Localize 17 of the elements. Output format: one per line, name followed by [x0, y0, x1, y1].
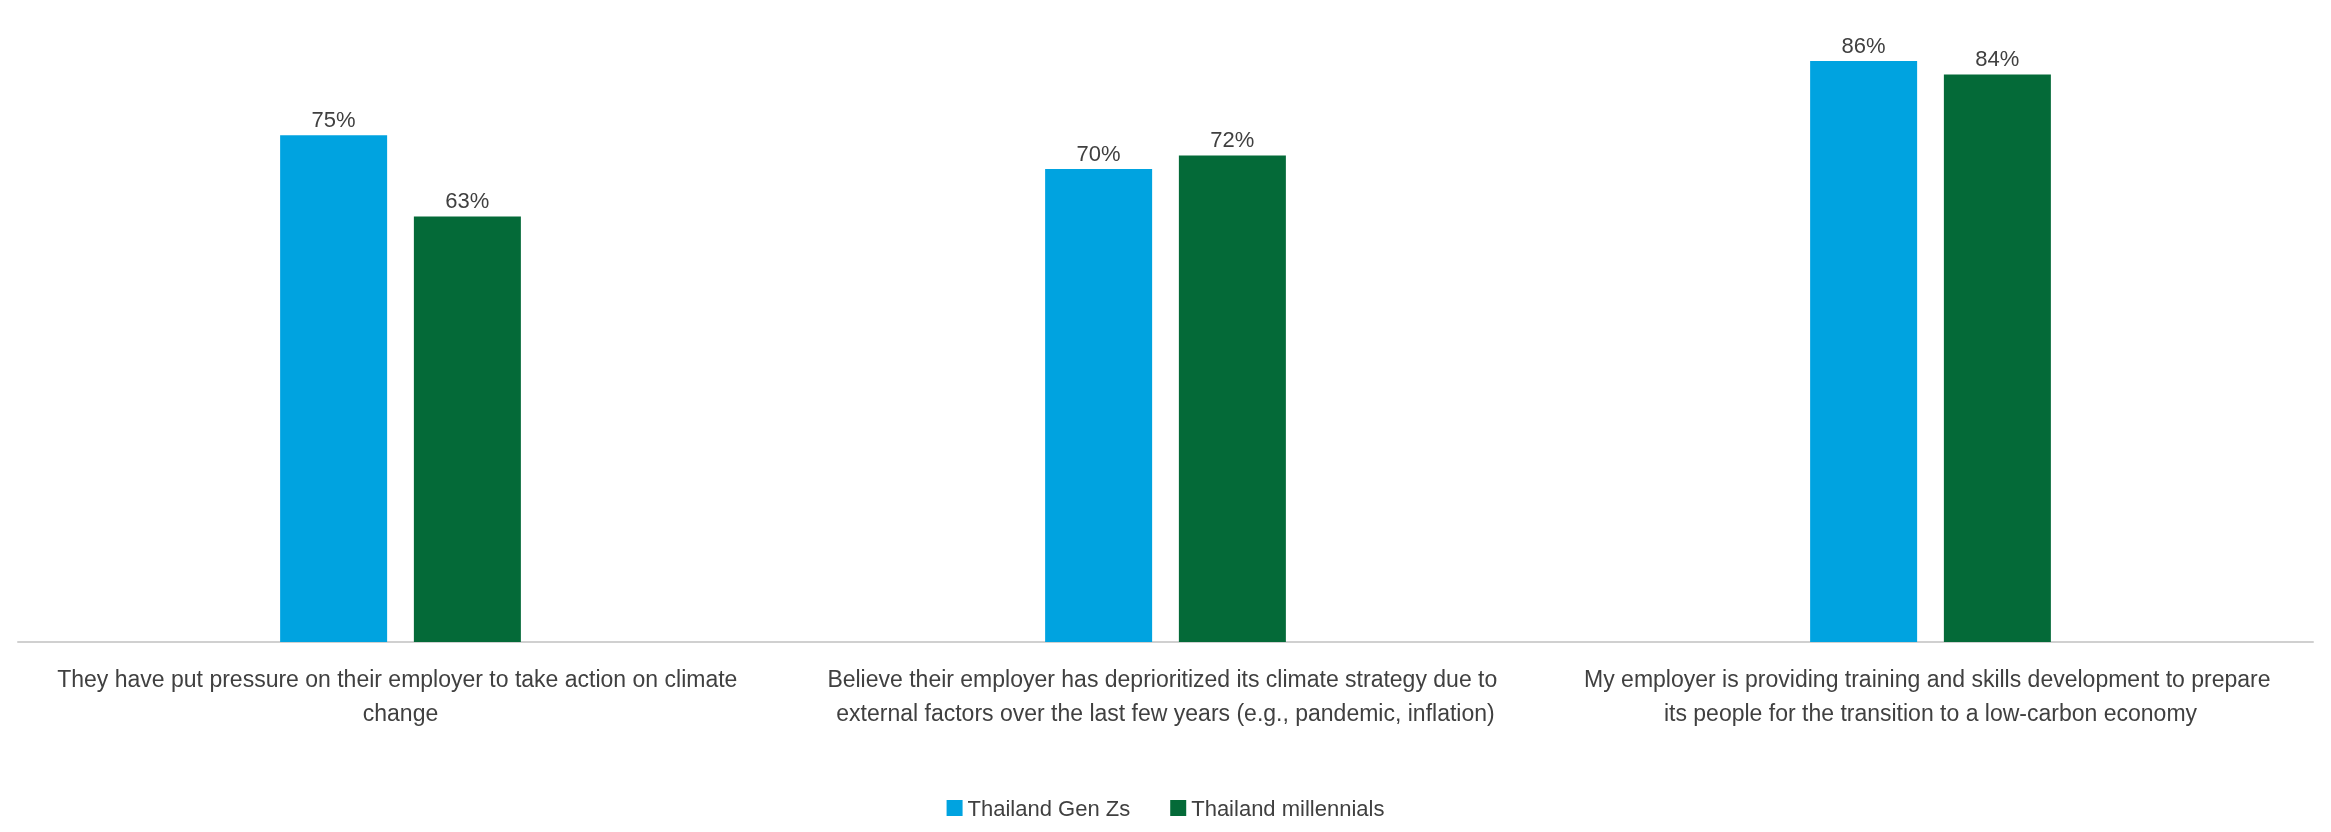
data-label: 70% — [1076, 140, 1121, 166]
data-label: 84% — [1975, 46, 2020, 72]
x-tick-label: Believe their employer has deprioritized its climate strategy due to external factors over the last few years (e.g., pandemic, inflation) — [827, 666, 1504, 726]
data-label: 86% — [1841, 32, 1886, 58]
data-label: 75% — [311, 106, 356, 132]
x-tick-label: My employer is providing training and skills development to prepare its people for the transition to a low-carbon economy — [1584, 666, 2277, 726]
legend-label: Thailand millennials — [1191, 795, 1385, 821]
legend-label: Thailand Gen Zs — [967, 795, 1131, 821]
bar — [1045, 169, 1153, 642]
x-tick-label: They have put pressure on their employer to take action on climate change — [57, 666, 744, 726]
bar — [1178, 155, 1286, 642]
bar — [1943, 74, 2051, 642]
data-label: 63% — [445, 187, 490, 213]
bar — [280, 135, 388, 642]
bar — [413, 216, 521, 642]
data-label: 72% — [1210, 127, 1255, 153]
bar — [1810, 61, 1918, 642]
